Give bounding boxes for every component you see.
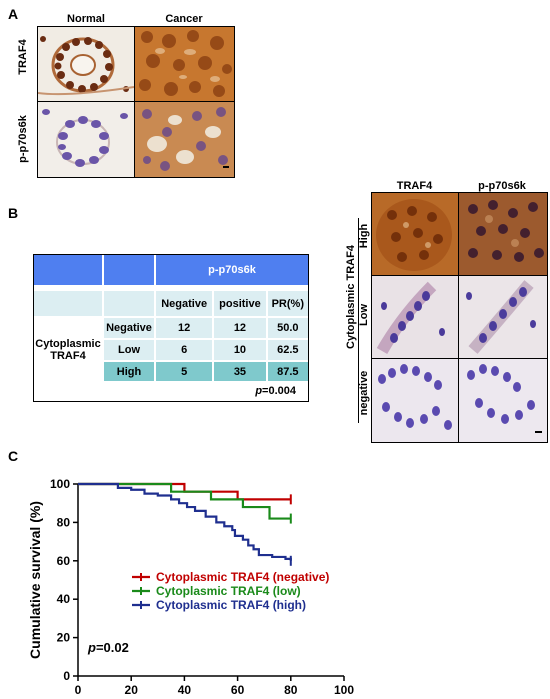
micro-cancer-pp70s6k xyxy=(135,102,234,177)
panel-b-row-high: High xyxy=(358,223,370,249)
panel-a-col-normal: Normal xyxy=(67,13,105,25)
micro-low-traf4-texture xyxy=(376,281,445,354)
chart-p-number: =0.02 xyxy=(96,640,129,655)
table-row-group-label: Cytoplasmic TRAF4 xyxy=(34,317,104,381)
panel-b-group-bracket xyxy=(358,218,359,423)
x-axis-label: months xyxy=(186,697,237,699)
panel-b-col-traf4: TRAF4 xyxy=(396,180,433,192)
x-tick-label: 40 xyxy=(178,683,192,697)
table-cell: 87.5 xyxy=(277,365,299,378)
micro-negative-pp70s6k xyxy=(459,359,547,442)
panel-b-col-pp70s6k: p-p70s6k xyxy=(478,180,526,192)
chart-p-value: p=0.02 xyxy=(87,640,129,655)
table-col-pr: PR(%) xyxy=(271,297,304,310)
panel-b-letter: B xyxy=(8,205,19,221)
legend-label-0: Cytoplasmic TRAF4 (negative) xyxy=(156,570,329,584)
panel-b-group-label: Cytoplasmic TRAF4 xyxy=(345,245,357,349)
micro-low-pp70s6k xyxy=(459,276,547,358)
legend-label-1: Cytoplasmic TRAF4 (low) xyxy=(156,584,301,598)
table-row-label-negative: Negative xyxy=(103,317,156,339)
micro-low-traf4 xyxy=(372,276,458,358)
table-cell: 35 xyxy=(213,361,268,381)
table-col-negative: Negative xyxy=(155,291,215,317)
table-corner xyxy=(34,291,104,317)
x-tick-label: 100 xyxy=(334,683,354,697)
micro-normal-pp70s6k xyxy=(38,102,134,177)
series-line-1 xyxy=(78,482,291,520)
survival-chart: 0 20 40 60 80 100 0 20 40 60 80 100 months Cumulative… xyxy=(27,477,354,699)
table-row-label-high: High xyxy=(103,361,156,381)
legend-label-2: Cytoplasmic TRAF4 (high) xyxy=(156,598,306,612)
panel-b-row-low: Low xyxy=(358,304,370,326)
micro-negative-traf4-texture xyxy=(378,364,452,430)
table-corner2 xyxy=(103,291,156,317)
table-cell: 10 xyxy=(213,339,268,361)
micro-high-traf4-texture xyxy=(376,199,452,271)
table-header-p70s6k: p-p70s6k xyxy=(208,264,256,276)
table-cell: 50.0 xyxy=(277,322,299,334)
micro-cancer-traf4-texture xyxy=(139,30,232,97)
y-tick-label: 40 xyxy=(57,592,71,606)
table-header-cell-blank2 xyxy=(103,255,156,285)
panel-a-letter: A xyxy=(8,6,19,22)
panel-c-letter: C xyxy=(8,448,19,464)
micro-high-pp70s6k xyxy=(459,193,547,275)
panel-a-col-cancer: Cancer xyxy=(165,13,203,25)
table-col-positive: positive xyxy=(213,291,268,317)
table-p-value: p=0.004 xyxy=(34,381,308,401)
micro-negative-pp70s6k-texture xyxy=(467,364,542,433)
table-cell: 12 xyxy=(213,317,268,339)
y-tick-label: 60 xyxy=(57,554,71,568)
table-p-number: =0.004 xyxy=(262,385,296,397)
table-cell: 12 xyxy=(155,317,215,339)
panel-a-row-traf4: TRAF4 xyxy=(17,39,29,75)
micro-low-pp70s6k-texture xyxy=(466,280,536,354)
table-cell: 6 xyxy=(155,339,215,361)
micro-normal-traf4 xyxy=(38,27,134,101)
table-p-letter: p xyxy=(255,385,263,397)
y-axis-label: Cumulative survival (%) xyxy=(27,501,43,659)
table-header-cell-blank1 xyxy=(34,255,104,285)
x-tick-label: 60 xyxy=(231,683,245,697)
x-tick-label: 80 xyxy=(284,683,298,697)
panel-b-image-grid xyxy=(371,192,548,443)
stats-table: p-p70s6k Negative positive PR(%) Cytopla… xyxy=(33,254,309,402)
micro-normal-traf4-texture xyxy=(38,36,134,96)
table-row-label-low: Low xyxy=(103,339,156,361)
x-tick-label: 0 xyxy=(75,683,82,697)
x-tick-label: 20 xyxy=(125,683,139,697)
micro-high-traf4 xyxy=(372,193,458,275)
micro-cancer-pp70s6k-texture xyxy=(142,107,229,171)
table-cell: 5 xyxy=(155,361,215,381)
chart-p-letter: p xyxy=(87,640,96,655)
y-tick-label: 20 xyxy=(57,631,71,645)
y-tick-label: 80 xyxy=(57,515,71,529)
micro-negative-traf4 xyxy=(372,359,458,442)
panel-a-row-pp70s6k: p-p70s6k xyxy=(17,115,29,163)
y-tick-label: 100 xyxy=(50,477,70,491)
panel-a-image-grid xyxy=(37,26,235,178)
table-cell: 62.5 xyxy=(277,344,299,356)
micro-high-pp70s6k-texture xyxy=(468,200,544,262)
y-tick-label: 0 xyxy=(63,669,70,683)
micro-normal-pp70s6k-texture xyxy=(42,109,128,167)
panel-b-row-negative: negative xyxy=(358,370,370,416)
micro-cancer-traf4 xyxy=(135,27,234,101)
series-line-2 xyxy=(78,482,292,561)
